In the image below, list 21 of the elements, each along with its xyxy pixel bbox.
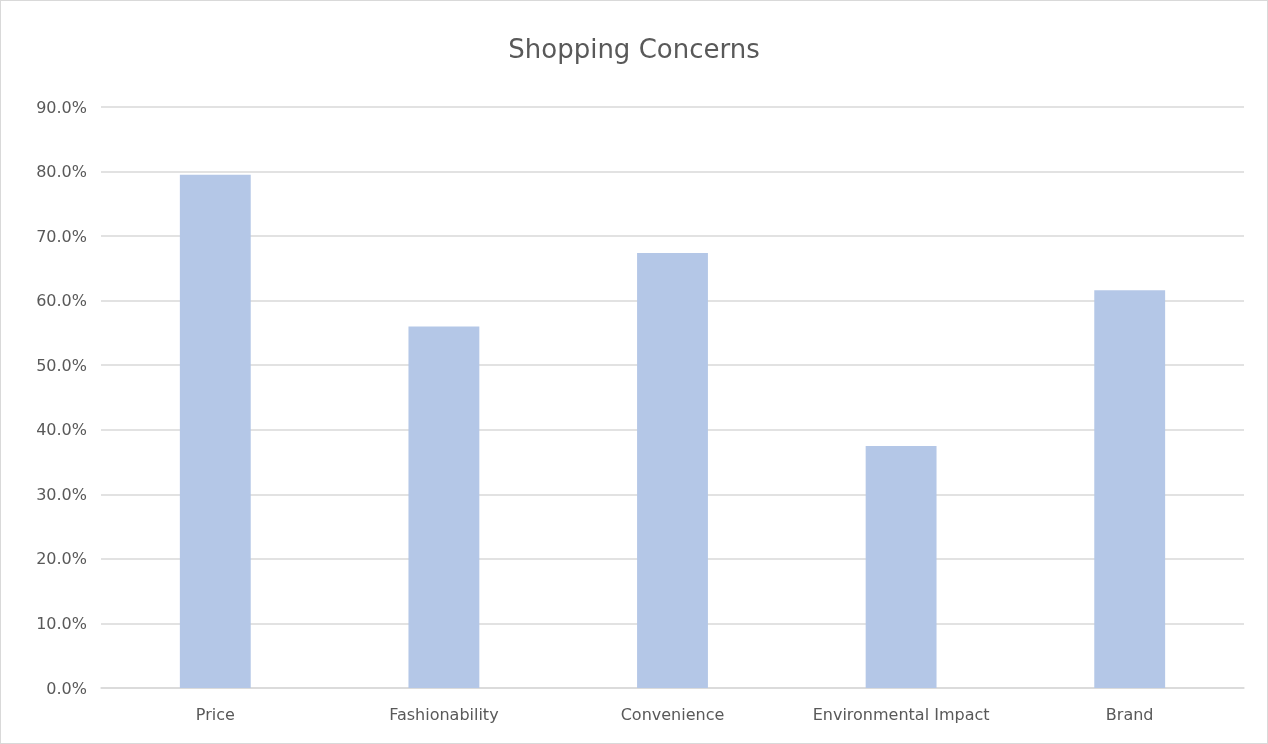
y-tick-label: 0.0%: [46, 678, 87, 698]
y-tick-label: 60.0%: [36, 291, 87, 311]
bar: [637, 252, 708, 688]
bar: [408, 326, 480, 688]
y-tick-label: 80.0%: [36, 162, 87, 182]
x-tick-label: Price: [195, 704, 235, 724]
x-tick-label: Convenience: [620, 704, 725, 724]
x-tick-label: Brand: [1105, 704, 1154, 724]
y-tick-label: 40.0%: [36, 420, 87, 440]
x-tick-label: Environmental Impact: [812, 704, 990, 724]
bar: [865, 445, 937, 688]
bar: [1094, 290, 1166, 688]
y-tick-label: 10.0%: [36, 613, 87, 633]
chart-title: Shopping Concerns: [508, 34, 760, 64]
bar: [179, 174, 251, 688]
y-tick-label: 90.0%: [36, 97, 87, 117]
y-tick-label: 50.0%: [36, 355, 87, 375]
y-tick-label: 70.0%: [36, 226, 87, 246]
y-tick-label: 30.0%: [36, 484, 87, 504]
x-tick-label: Fashionability: [389, 704, 499, 724]
y-tick-label: 20.0%: [36, 549, 87, 569]
